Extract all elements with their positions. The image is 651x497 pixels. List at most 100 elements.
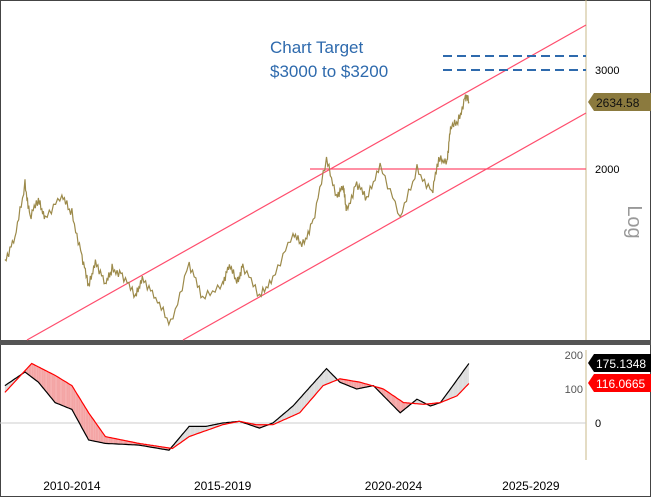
channel-lower-line <box>182 112 587 341</box>
osc-fill-segment <box>383 389 386 398</box>
osc-fill-segment <box>299 396 302 413</box>
osc-fill-segment <box>105 436 108 444</box>
osc-fill-segment <box>120 439 123 445</box>
osc-fill-segment <box>287 408 290 419</box>
osc-fill-segment <box>58 377 61 405</box>
osc-fill-segment <box>190 426 193 437</box>
osc-fill-segment <box>351 380 354 388</box>
osc-fill-segment <box>298 398 300 414</box>
osc-fill-segment <box>458 375 461 395</box>
osc-fill-segment <box>73 388 76 416</box>
osc-fill-segment <box>117 438 119 445</box>
x-tick-label: 2010-2014 <box>43 479 101 493</box>
osc-fill-segment <box>38 366 41 385</box>
x-tick-label: 2020-2024 <box>365 479 423 493</box>
osc-fill-segment <box>328 370 330 384</box>
osc-fill-segment <box>319 374 322 390</box>
osc-fill-segment <box>316 377 319 394</box>
osc-fill-segment <box>390 393 392 405</box>
osc-fill-segment <box>311 383 314 400</box>
osc-fill-segment <box>207 425 210 431</box>
y-tick-3000: 3000 <box>595 65 619 77</box>
osc-fill-segment <box>391 394 394 406</box>
osc-fill-segment <box>107 436 109 444</box>
log-scale-label[interactable]: Log <box>623 205 645 238</box>
osc-fill-segment <box>93 419 96 442</box>
osc-fill-segment <box>60 378 62 406</box>
x-tick-label: 2025-2029 <box>502 479 560 493</box>
osc-fill-segment <box>184 430 186 441</box>
osc-fill-segment <box>306 389 309 406</box>
osc-fill-segment <box>40 367 42 387</box>
channel-upper-line <box>26 24 587 341</box>
osc-fill-segment <box>43 369 46 391</box>
osc-fill-segment <box>123 440 126 445</box>
osc-fill-segment <box>388 392 391 403</box>
osc-fill-segment <box>452 384 454 398</box>
osc-fill-segment <box>286 410 288 419</box>
osc-fill-segment <box>80 399 82 428</box>
signal-value-tag <box>588 374 651 392</box>
osc-fill-segment <box>363 383 366 388</box>
osc-fill-segment <box>455 379 458 397</box>
osc-fill-segment <box>200 426 203 433</box>
osc-fill-segment <box>33 364 36 380</box>
osc-fill-segment <box>76 393 79 422</box>
osc-fill-segment <box>118 439 121 445</box>
osc-fill-segment <box>467 363 469 386</box>
osc-fill-segment <box>56 376 59 404</box>
osc-fill-segment <box>291 406 293 417</box>
osc-fill-segment <box>296 400 299 415</box>
osc-fill-segment <box>197 426 200 434</box>
osc-fill-segment <box>36 366 39 383</box>
osc-fill-segment <box>309 385 312 402</box>
osc-fill-segment <box>321 372 324 388</box>
y-tick-2000: 2000 <box>595 164 619 176</box>
osc-fill-segment <box>356 381 359 389</box>
osc-fill-segment <box>318 376 320 392</box>
osc-fill-segment <box>53 374 56 403</box>
osc-fill-segment <box>354 381 357 389</box>
osc-fill-segment <box>346 379 349 386</box>
osc-fill-segment <box>192 426 195 436</box>
osc-fill-segment <box>86 410 89 440</box>
osc-fill-segment <box>35 365 37 381</box>
osc-fill-segment <box>326 368 329 385</box>
osc-fill-segment <box>95 422 98 442</box>
panel-splitter[interactable] <box>0 340 651 345</box>
osc-fill-segment <box>393 395 396 408</box>
osc-fill-segment <box>112 437 114 444</box>
price-line <box>4 94 470 327</box>
osc-fill-segment <box>460 372 463 393</box>
osc-fill-segment <box>400 400 402 413</box>
osc-tick-0: 0 <box>595 418 601 430</box>
osc-fill-segment <box>396 398 399 412</box>
osc-fill-segment <box>28 365 31 376</box>
osc-fill-segment <box>125 440 128 445</box>
osc-fill-segment <box>403 402 406 411</box>
osc-fill-segment <box>344 379 347 385</box>
osc-fill-segment <box>205 426 208 431</box>
osc-fill-segment <box>398 399 401 413</box>
osc-fill-segment <box>304 391 307 407</box>
osc-fill-segment <box>70 384 72 410</box>
osc-fill-segment <box>88 412 91 441</box>
osc-fill-segment <box>85 407 87 437</box>
osc-fill-segment <box>75 391 77 419</box>
osc-fill-segment <box>294 402 297 416</box>
osc-fill-segment <box>122 440 124 445</box>
osc-fill-segment <box>386 391 389 401</box>
osc-fill-segment <box>68 383 71 409</box>
osc-fill-segment <box>46 371 49 395</box>
osc-fill-segment <box>462 370 464 391</box>
osc-fill-segment <box>323 370 325 386</box>
osc-fill-segment <box>194 426 196 435</box>
osc-fill-segment <box>187 426 190 438</box>
osc-fill-segment <box>457 377 459 396</box>
osc-fill-segment <box>195 426 198 435</box>
osc-fill-segment <box>465 365 468 388</box>
target-annotation-line2: $3000 to $3200 <box>270 62 388 81</box>
osc-fill-segment <box>63 380 66 407</box>
osc-fill-segment <box>301 394 304 411</box>
osc-fill-segment <box>450 386 453 399</box>
